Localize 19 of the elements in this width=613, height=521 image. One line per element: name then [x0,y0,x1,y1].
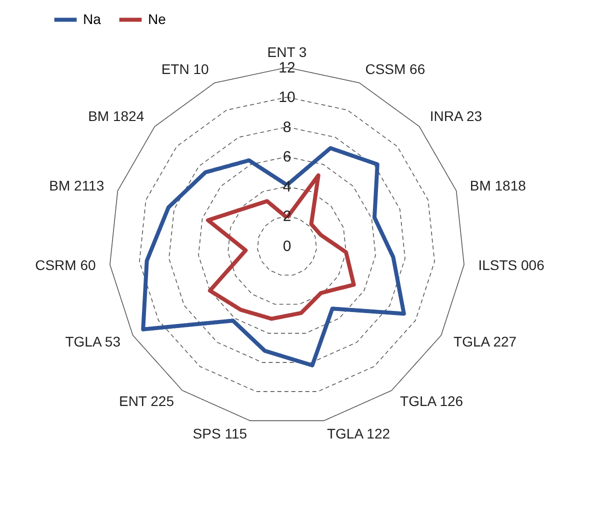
spoke-label: BM 1818 [470,177,526,194]
spoke-label: ENT 3 [267,44,307,60]
legend-label: Ne [148,10,166,27]
spoke-label: CSRM 60 [35,257,96,274]
spoke-label: ENT 225 [118,393,174,410]
spoke-label: BM 2113 [49,177,104,194]
spoke-label: ETN 10 [161,60,210,77]
spoke-label: ILSTS 006 [478,257,545,274]
y-tick-label: 0 [282,238,292,255]
spoke-label: TGLA 53 [65,333,121,350]
legend-label: Na [83,10,102,27]
spoke-label: INRA 23 [430,108,482,124]
spoke-label: SPS 115 [192,426,248,442]
spoke-label: TGLA 122 [326,426,390,442]
spoke-label: CSSM 66 [365,60,426,77]
spoke-label: BM 1824 [88,108,144,124]
y-tick-label: 10 [278,89,296,106]
spoke-label: TGLA 126 [400,393,464,410]
spoke-label: TGLA 227 [454,333,517,350]
